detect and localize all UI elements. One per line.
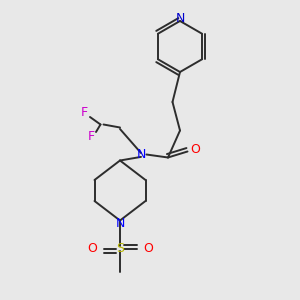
Text: O: O [190, 143, 200, 157]
Text: S: S [116, 242, 124, 256]
Text: N: N [115, 217, 125, 230]
Text: N: N [136, 148, 146, 161]
Text: N: N [175, 12, 185, 25]
Text: F: F [88, 130, 95, 143]
Text: O: O [143, 242, 153, 256]
Text: F: F [80, 106, 88, 119]
Text: O: O [87, 242, 97, 256]
